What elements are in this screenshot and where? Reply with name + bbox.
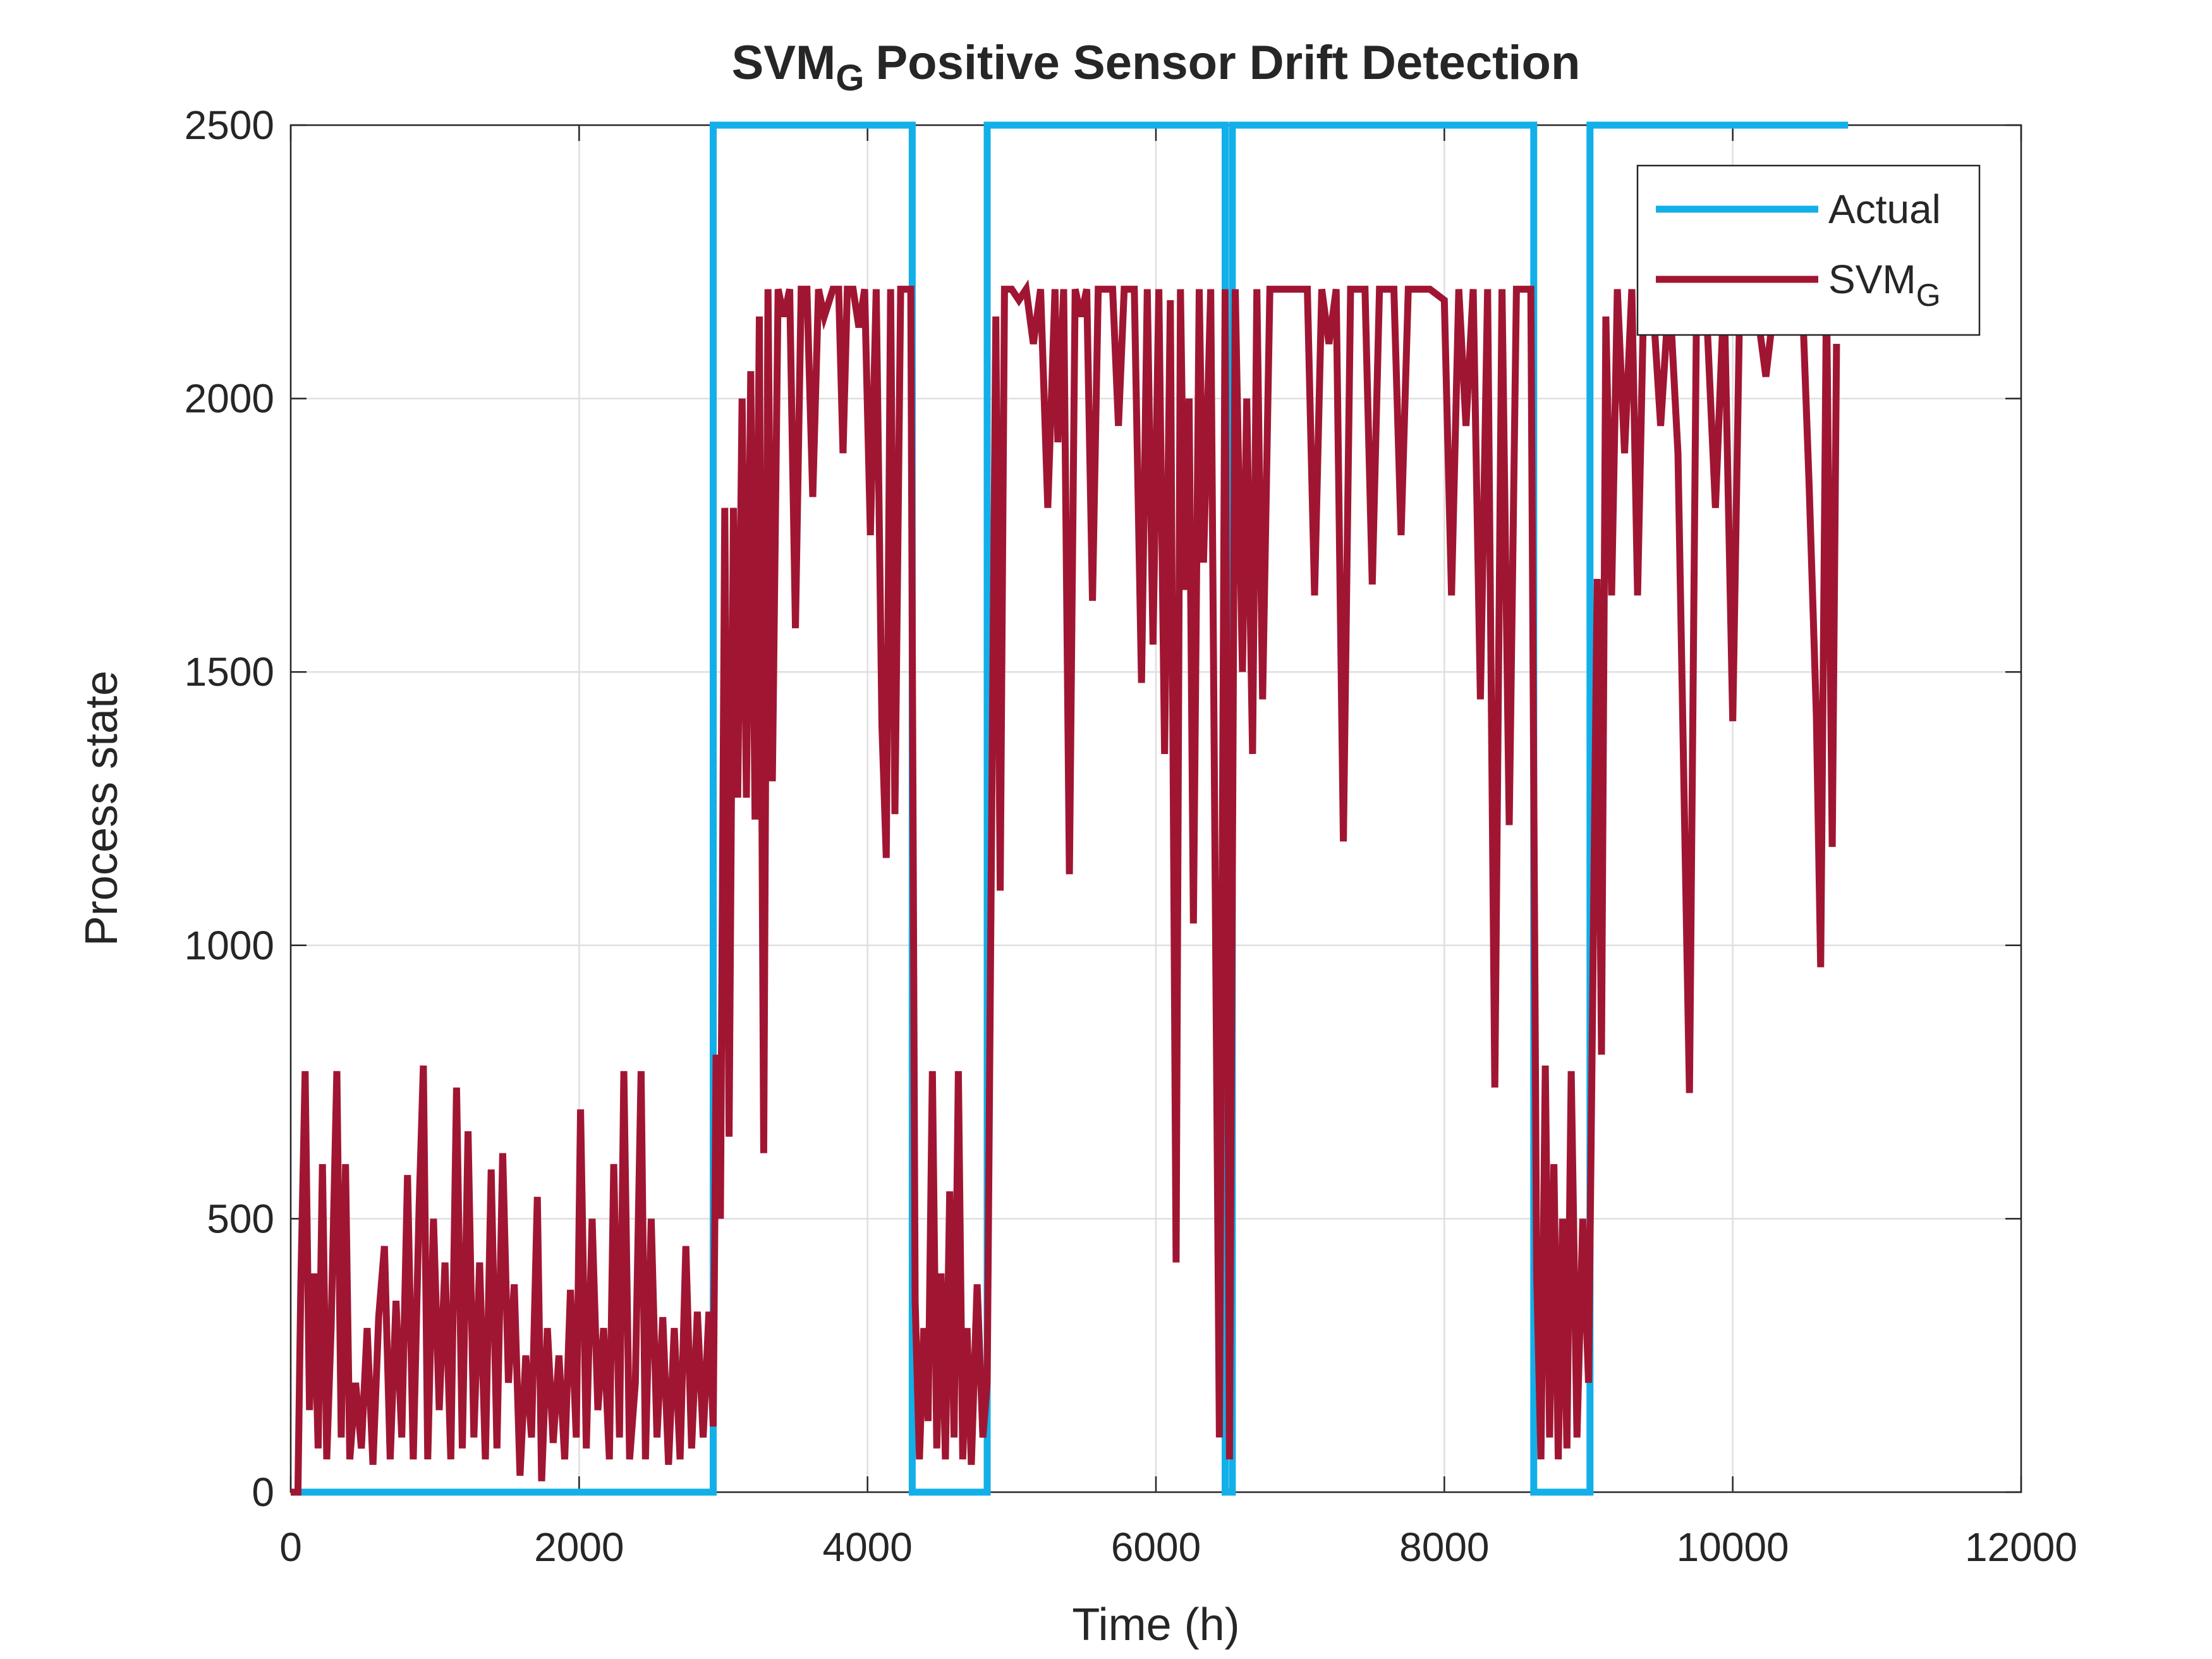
- y-tick-label: 1000: [185, 923, 274, 968]
- legend-label: SVMG: [1828, 257, 1941, 313]
- legend-label: Actual: [1828, 186, 1941, 232]
- chart-title: SVMG Positive Sensor Drift Detection: [732, 36, 1581, 99]
- y-tick-label: 500: [207, 1196, 274, 1241]
- x-tick-label: 2000: [534, 1524, 624, 1570]
- x-tick-label: 12000: [1965, 1524, 2077, 1570]
- x-tick-label: 8000: [1399, 1524, 1489, 1570]
- y-axis-label: Process state: [76, 671, 127, 946]
- legend-name: Actual: [1828, 186, 1941, 232]
- legend-box: [1636, 164, 1981, 336]
- x-tick-label: 0: [279, 1524, 302, 1570]
- title-subscript: G: [836, 58, 864, 99]
- x-tick-label: 6000: [1111, 1524, 1201, 1570]
- title-main: SVM: [732, 36, 836, 90]
- x-tick-label: 10000: [1677, 1524, 1789, 1570]
- y-tick-label: 0: [252, 1469, 274, 1515]
- y-tick-label: 2500: [185, 102, 274, 148]
- y-tick-label: 1500: [185, 649, 274, 695]
- title-rest: Positive Sensor Drift Detection: [875, 36, 1580, 90]
- x-axis-label: Time (h): [1072, 1600, 1239, 1650]
- series-line: [291, 279, 1840, 1496]
- y-tick-label: 2000: [185, 376, 274, 422]
- x-tick-label: 4000: [822, 1524, 912, 1570]
- legend-name: SVM: [1828, 257, 1916, 302]
- legend-subscript: G: [1916, 277, 1941, 313]
